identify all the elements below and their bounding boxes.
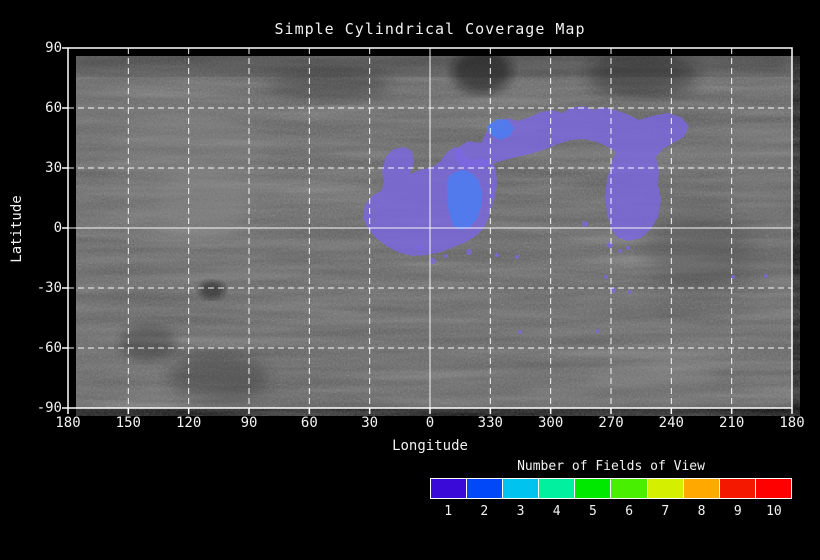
bright-streak bbox=[588, 365, 718, 391]
dark-spot bbox=[199, 281, 225, 299]
colorbar-value-label: 8 bbox=[697, 504, 706, 519]
dark-terrain-patch bbox=[452, 56, 512, 93]
x-axis-tick-label: 180 bbox=[779, 415, 805, 431]
y-axis-tick-label: 90 bbox=[45, 40, 62, 56]
colorbar-cell-6 bbox=[611, 479, 648, 498]
coverage-fov1-speck bbox=[430, 258, 436, 264]
x-axis-tick-label: 180 bbox=[55, 415, 81, 431]
y-axis-title: Latitude bbox=[9, 195, 25, 263]
colorbar-cell-9 bbox=[719, 479, 756, 498]
crater-rim bbox=[610, 160, 790, 340]
colorbar-value-label: 4 bbox=[552, 504, 561, 519]
coverage-fov1-speck bbox=[764, 274, 768, 278]
x-axis-title: Longitude bbox=[392, 438, 468, 454]
coverage-fov1-speck bbox=[626, 246, 630, 250]
bright-terrain-patch bbox=[158, 168, 248, 238]
colorbar-cell-8 bbox=[683, 479, 720, 498]
colorbar-cell-5 bbox=[575, 479, 612, 498]
axis-ticks bbox=[62, 47, 793, 414]
coverage-fov1-speck bbox=[618, 249, 622, 253]
coverage-fov1-speck bbox=[515, 255, 519, 259]
colorbar-value-label: 3 bbox=[516, 504, 525, 519]
colorbar-title: Number of Fields of View bbox=[517, 459, 705, 474]
coverage-fov2-small-patch bbox=[487, 119, 514, 140]
coverage-fov1-speck bbox=[582, 221, 588, 227]
x-axis-tick-label: 210 bbox=[719, 415, 745, 431]
colorbar-cell-2 bbox=[467, 479, 504, 498]
x-axis-tick-label: 60 bbox=[300, 415, 318, 431]
coverage-fov1-speck bbox=[628, 290, 632, 294]
y-axis-tick-label: 60 bbox=[45, 100, 62, 116]
x-axis-tick-label: 0 bbox=[425, 415, 435, 431]
x-axis-tick-label: 90 bbox=[240, 415, 258, 431]
y-axis-tick-label: -90 bbox=[36, 400, 62, 416]
dark-terrain-patch bbox=[587, 56, 697, 97]
y-axis-tick-label: 30 bbox=[45, 160, 62, 176]
colorbar-cell-10 bbox=[755, 479, 791, 498]
colorbar-value-label: 2 bbox=[480, 504, 489, 519]
colorbar-cell-3 bbox=[503, 479, 540, 498]
graticule bbox=[68, 48, 792, 408]
colorbar-value-label: 9 bbox=[733, 504, 742, 519]
coverage-fov1-speck bbox=[518, 330, 522, 334]
bright-terrain-patch bbox=[148, 223, 268, 303]
coverage-fov1-speck bbox=[444, 254, 448, 258]
x-axis-tick-label: 270 bbox=[598, 415, 624, 431]
colorbar-value-label: 5 bbox=[589, 504, 597, 519]
colorbar-value-label: 1 bbox=[444, 504, 453, 519]
plot-frame bbox=[67, 47, 793, 409]
coverage-fov1-speck bbox=[70, 322, 74, 326]
colorbar-value-labels: 1 2 3 4 5 6 7 8 9 10 bbox=[430, 504, 792, 519]
coverage-fov2-main-patch bbox=[447, 170, 482, 230]
x-axis-tick-label: 330 bbox=[477, 415, 503, 431]
crater-floor bbox=[645, 205, 755, 295]
colorbar-value-label: 10 bbox=[766, 504, 782, 519]
terrain-feature bbox=[76, 78, 138, 138]
coverage-fov1-speck bbox=[607, 242, 613, 248]
x-axis-tick-label: 300 bbox=[538, 415, 564, 431]
dark-terrain-patch bbox=[168, 354, 268, 402]
colorbar-cell-7 bbox=[647, 479, 684, 498]
colorbar-value-label: 7 bbox=[661, 504, 670, 519]
y-axis-tick-label: -60 bbox=[36, 340, 62, 356]
coverage-fov1-speck bbox=[604, 275, 608, 279]
dark-terrain-patch bbox=[268, 70, 388, 102]
figure-title: Simple Cylindrical Coverage Map bbox=[274, 20, 586, 38]
x-axis-tick-label: 30 bbox=[361, 415, 379, 431]
dark-terrain-patch bbox=[120, 325, 176, 361]
coverage-fov1-speck bbox=[596, 329, 600, 333]
x-axis-tick-label: 150 bbox=[115, 415, 141, 431]
colorbar-cell-4 bbox=[539, 479, 576, 498]
coverage-fov1-northern-arc bbox=[455, 106, 689, 241]
x-axis-tick-label: 120 bbox=[176, 415, 202, 431]
colorbar-value-label: 6 bbox=[625, 504, 634, 519]
colorbar-cell-1 bbox=[431, 479, 468, 498]
coverage-fov1-speck bbox=[417, 244, 423, 250]
colorbar bbox=[430, 478, 792, 499]
y-axis-tick-label: 0 bbox=[53, 220, 62, 236]
bright-streak bbox=[525, 384, 601, 402]
coverage-map-plot bbox=[62, 47, 798, 414]
coverage-fov1-speck bbox=[466, 249, 472, 255]
coverage-fov1-speck bbox=[495, 253, 499, 257]
y-axis-tick-label: -30 bbox=[36, 280, 62, 296]
x-axis-tick-label: 240 bbox=[658, 415, 684, 431]
